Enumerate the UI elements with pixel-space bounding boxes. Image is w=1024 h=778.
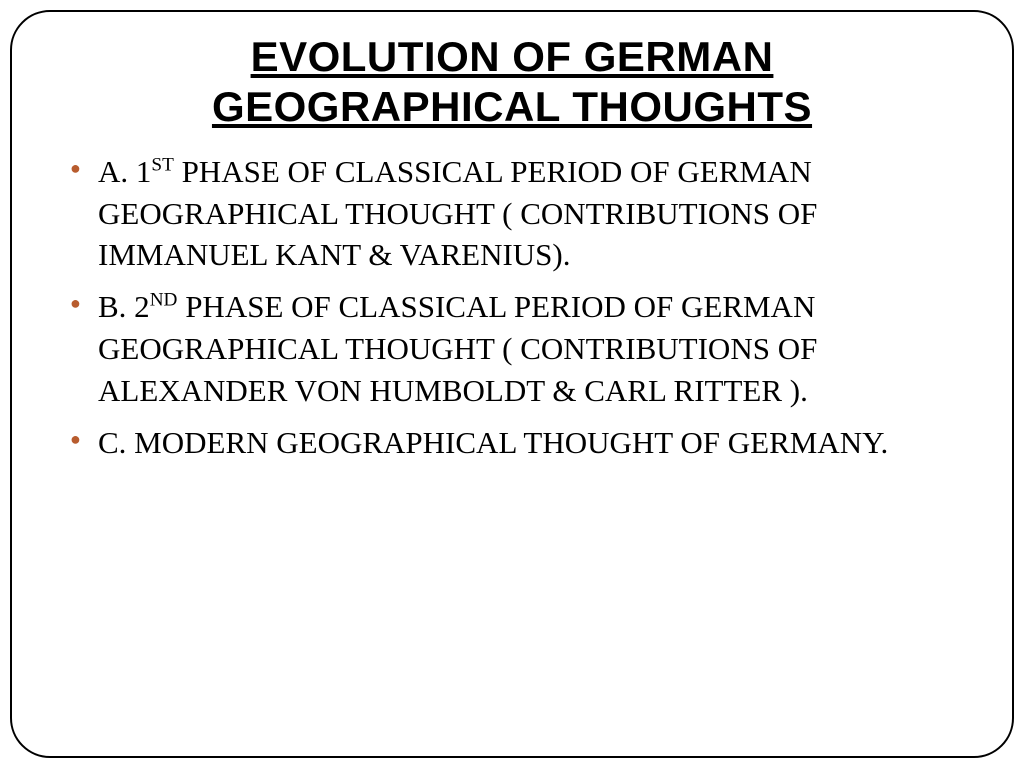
- bullet-item-1: A. 1ST PHASE OF CLASSICAL PERIOD OF GERM…: [70, 151, 972, 277]
- bullet-item-2: B. 2ND PHASE OF CLASSICAL PERIOD OF GERM…: [70, 286, 972, 412]
- bullet-1-pre: A. 1: [98, 154, 151, 189]
- bullet-1-sup: ST: [151, 154, 173, 175]
- bullet-2-sup: ND: [150, 290, 178, 311]
- slide-content: A. 1ST PHASE OF CLASSICAL PERIOD OF GERM…: [42, 151, 982, 464]
- slide-title: EVOLUTION OF GERMAN GEOGRAPHICAL THOUGHT…: [42, 32, 982, 133]
- bullet-1-post: PHASE OF CLASSICAL PERIOD OF GERMAN GEOG…: [98, 154, 817, 273]
- slide-frame: EVOLUTION OF GERMAN GEOGRAPHICAL THOUGHT…: [10, 10, 1014, 758]
- bullet-2-pre: B. 2: [98, 289, 150, 324]
- bullet-3-text: C. MODERN GEOGRAPHICAL THOUGHT OF GERMAN…: [98, 425, 888, 460]
- title-line-2: GEOGRAPHICAL THOUGHTS: [212, 83, 812, 130]
- bullet-item-3: C. MODERN GEOGRAPHICAL THOUGHT OF GERMAN…: [70, 422, 972, 464]
- bullet-2-post: PHASE OF CLASSICAL PERIOD OF GERMAN GEOG…: [98, 289, 817, 408]
- title-line-1: EVOLUTION OF GERMAN: [251, 33, 774, 80]
